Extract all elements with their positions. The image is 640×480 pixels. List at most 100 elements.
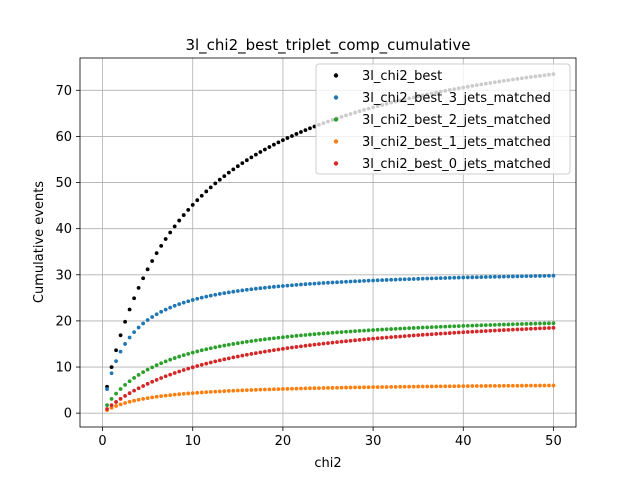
data-point: [150, 379, 155, 384]
data-point: [244, 388, 249, 393]
data-point: [186, 299, 191, 304]
data-point: [276, 347, 281, 352]
data-point: [299, 282, 303, 287]
data-point: [529, 326, 533, 331]
data-point: [470, 323, 475, 328]
data-point: [290, 134, 294, 138]
data-point: [461, 324, 466, 328]
data-point: [519, 274, 524, 279]
data-point: [452, 384, 457, 389]
data-point: [299, 130, 303, 134]
data-point: [357, 338, 362, 342]
data-point: [199, 362, 204, 367]
data-point: [362, 328, 366, 333]
data-point: [366, 278, 371, 283]
data-point: [303, 343, 308, 348]
y-tick-label: 30: [55, 268, 72, 283]
data-point: [208, 389, 213, 394]
data-point: [443, 331, 448, 336]
data-point: [244, 287, 249, 292]
data-point: [222, 291, 227, 296]
data-point: [547, 383, 551, 388]
data-point: [317, 281, 321, 286]
data-point: [452, 330, 457, 335]
data-point: [150, 259, 155, 263]
data-point: [290, 345, 294, 350]
data-point: [375, 385, 380, 389]
data-point: [299, 386, 303, 391]
data-point: [262, 147, 267, 152]
data-point: [533, 274, 538, 278]
data-point: [529, 274, 533, 278]
data-point: [515, 322, 520, 327]
data-point: [434, 276, 439, 281]
data-point: [235, 354, 240, 359]
data-point: [447, 331, 452, 335]
data-point: [353, 338, 357, 343]
data-point: [425, 332, 430, 337]
data-point: [483, 275, 488, 279]
data-point: [186, 351, 191, 356]
data-point: [163, 374, 168, 379]
data-point: [172, 224, 177, 229]
data-point: [267, 285, 272, 290]
data-point: [492, 383, 497, 388]
data-point: [371, 328, 375, 332]
data-point: [267, 387, 272, 392]
legend-label-0-jets: 3l_chi2_best_0_jets_matched: [362, 157, 551, 172]
data-point: [389, 335, 394, 340]
data-point: [371, 336, 375, 341]
data-point: [226, 356, 231, 361]
data-point: [551, 325, 556, 330]
data-point: [416, 384, 421, 389]
data-point: [547, 273, 551, 278]
x-tick-label: 0: [98, 434, 106, 449]
data-point: [538, 326, 542, 331]
data-point: [199, 193, 204, 198]
legend-label-2-jets: 3l_chi2_best_2_jets_matched: [362, 113, 551, 128]
data-point: [168, 372, 173, 377]
data-point: [249, 352, 254, 356]
data-point: [281, 138, 285, 143]
legend-label-1-jets: 3l_chi2_best_1_jets_matched: [362, 135, 551, 150]
data-point: [330, 280, 335, 285]
data-point: [271, 284, 276, 289]
data-point: [105, 403, 109, 408]
data-point: [353, 279, 357, 284]
data-point: [335, 280, 339, 285]
data-point: [384, 385, 389, 389]
data-point: [276, 140, 281, 145]
data-point: [425, 325, 430, 330]
data-point: [163, 359, 168, 364]
data-point: [226, 389, 231, 393]
data-point: [154, 377, 159, 382]
data-point: [438, 331, 443, 336]
data-point: [281, 387, 285, 391]
plot-frame: [79, 57, 577, 428]
data-point: [303, 386, 308, 391]
data-point: [294, 386, 299, 391]
data-point: [276, 284, 281, 289]
data-point: [515, 383, 520, 388]
data-point: [420, 325, 425, 330]
data-point: [208, 293, 213, 298]
data-point: [177, 218, 182, 223]
x-axis-label: chi2: [314, 456, 341, 471]
data-point: [389, 385, 394, 389]
x-tick-label: 50: [545, 434, 562, 449]
data-point: [127, 379, 132, 384]
data-point: [384, 327, 389, 332]
data-point: [186, 391, 191, 396]
data-point: [308, 386, 312, 391]
data-point: [253, 351, 258, 356]
data-point: [145, 381, 150, 386]
data-point: [190, 350, 195, 355]
data-point: [321, 281, 326, 285]
data-point: [461, 384, 466, 389]
data-point: [249, 287, 254, 292]
data-point: [501, 274, 506, 279]
data-point: [519, 383, 524, 388]
data-point: [411, 277, 416, 281]
data-point: [294, 282, 299, 287]
